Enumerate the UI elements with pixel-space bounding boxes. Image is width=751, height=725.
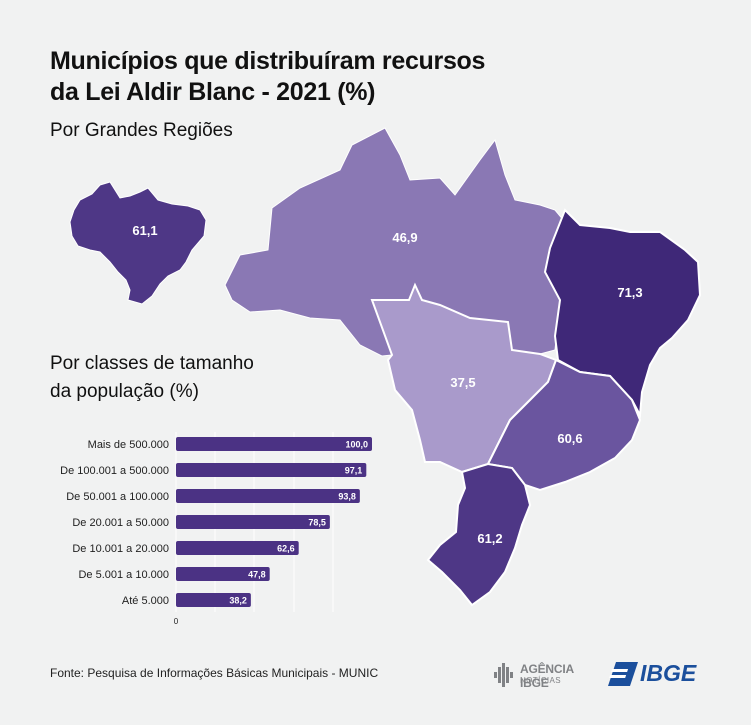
value-label-5: 47,8 — [248, 570, 266, 580]
agencia-ibge-logo: AGÊNCIA IBGE NOTÍCIAS — [494, 662, 604, 692]
value-label-brasil: 61,1 — [132, 223, 157, 238]
x-tick-label: 0 — [174, 617, 179, 626]
value-label-sudeste: 60,6 — [557, 431, 582, 446]
size-classes-title: Por classes de tamanho da população (%) — [50, 350, 254, 406]
category-label-5: De 5.001 a 10.000 — [78, 569, 169, 581]
category-label-0: Mais de 500.000 — [88, 439, 169, 451]
category-label-6: Até 5.000 — [122, 595, 169, 607]
bar-5 — [176, 567, 270, 581]
region-sul — [426, 462, 532, 607]
agencia-ibge-icon — [494, 663, 513, 687]
bar-4 — [176, 541, 299, 555]
value-label-0: 100,0 — [345, 440, 368, 450]
value-label-1: 97,1 — [345, 466, 363, 476]
ibge-logo-text: IBGE — [640, 660, 697, 686]
ibge-logo-icon — [608, 662, 638, 686]
chart-title-line2: da Lei Aldir Blanc - 2021 (%) — [50, 78, 376, 106]
value-label-nordeste: 71,3 — [617, 285, 642, 300]
category-label-2: De 50.001 a 100.000 — [66, 491, 169, 503]
value-label-sul: 61,2 — [477, 531, 502, 546]
chart-title: Municípios que distribuíram recursos da … — [50, 46, 510, 108]
value-label-norte: 46,9 — [392, 230, 417, 245]
size-title-line1: Por classes de tamanho — [50, 353, 254, 374]
source-note: Fonte: Pesquisa de Informações Básicas M… — [50, 666, 379, 680]
category-label-4: De 10.001 a 20.000 — [72, 543, 169, 555]
region-nordeste — [543, 208, 702, 419]
value-label-3: 78,5 — [308, 518, 326, 528]
value-label-6: 38,2 — [229, 596, 247, 606]
bar-3 — [176, 515, 330, 529]
regions-subtitle: Por Grandes Regiões — [50, 120, 233, 141]
brazil-total-map — [69, 181, 207, 305]
category-label-1: De 100.001 a 500.000 — [60, 465, 169, 477]
bar-2 — [176, 489, 360, 503]
category-label-3: De 20.001 a 50.000 — [72, 517, 169, 529]
agencia-logo-subtext: NOTÍCIAS — [520, 676, 561, 685]
chart-title-line1: Municípios que distribuíram recursos — [50, 47, 486, 75]
size-title-line2: da população (%) — [50, 381, 199, 402]
bar-0 — [176, 437, 372, 451]
value-label-2: 93,8 — [338, 492, 356, 502]
bar-6 — [176, 593, 251, 607]
value-label-4: 62,6 — [277, 544, 295, 554]
bar-1 — [176, 463, 367, 477]
region-sudeste — [486, 358, 642, 492]
value-label-centro-oeste: 37,5 — [450, 375, 475, 390]
agencia-logo-text: AGÊNCIA IBGE — [520, 662, 574, 690]
